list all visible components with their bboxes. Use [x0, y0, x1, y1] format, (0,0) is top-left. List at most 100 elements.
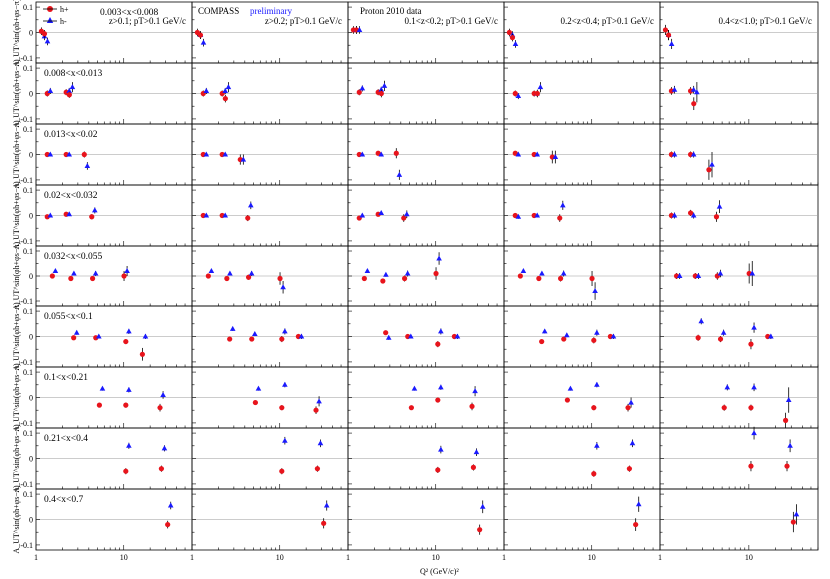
row-label: 0.02<x<0.032 — [44, 191, 98, 201]
point-h-minus — [69, 84, 76, 90]
point-h-plus — [245, 274, 252, 280]
point-h-plus — [717, 336, 724, 342]
point-h-plus — [589, 275, 595, 282]
y-tick-label: 0 — [29, 151, 33, 160]
point-h-minus — [751, 324, 757, 330]
panel-r6-c0: 0.1 0 -0.1A_UT^sin(φh+φs−π) 0.1<x<0.21 — [12, 363, 193, 432]
panel-r0-c3: 0.2<z<0.4; pT>0.1 GeV/c — [503, 1, 661, 64]
panel-r0-c4: 0.4<z<1.0; pT>0.1 GeV/c — [659, 1, 819, 64]
point-h-plus — [512, 212, 518, 219]
point-h-plus — [89, 214, 95, 220]
y-tick-label: 0.1 — [23, 247, 33, 256]
y-tick-label: 0 — [29, 516, 33, 525]
y-axis-label: A_UT^sin(φh+φs−π) — [12, 424, 21, 493]
point-h-minus — [594, 329, 600, 335]
x-tick-label: 1 — [34, 553, 38, 562]
point-h-plus — [375, 211, 381, 217]
point-h-minus — [203, 87, 210, 93]
y-axis-label: A_UT^sin(φh+φs−π) — [12, 181, 21, 250]
point-h-minus — [564, 332, 570, 338]
x-tick-label: 1 — [502, 553, 506, 562]
panel-r2-c4 — [659, 123, 819, 186]
panel-r1-c2 — [347, 62, 505, 125]
panel-r7-c1 — [191, 427, 349, 490]
point-h-minus — [520, 268, 527, 273]
panel-r3-c0: 0.1 0 -0.1A_UT^sin(φh+φs−π) 0.02<x<0.032 — [12, 181, 193, 250]
panel-r2-c3 — [503, 123, 661, 186]
y-tick-label: 0 — [29, 29, 33, 38]
point-h-plus — [748, 405, 754, 411]
y-tick-label: 0 — [29, 333, 33, 342]
point-h-minus — [724, 384, 731, 390]
point-h-minus — [720, 329, 727, 335]
preliminary-label: preliminary — [250, 6, 292, 16]
point-h-plus — [313, 407, 319, 413]
point-h-minus — [438, 384, 444, 390]
point-h-minus — [454, 333, 461, 339]
point-h-plus — [279, 336, 285, 342]
point-h-minus — [785, 397, 792, 403]
point-h-plus — [591, 471, 597, 477]
column-header: 0.4<z<1.0; pT>0.1 GeV/c — [719, 16, 812, 26]
panel-r3-c1 — [191, 184, 349, 247]
y-tick-label: 0 — [29, 272, 33, 281]
point-h-minus — [787, 442, 793, 448]
proton-data-label: Proton 2010 data — [360, 6, 422, 16]
panel-r4-c0: 0.1 0 -0.1A_UT^sin(φh+φs−π) 0.032<x<0.055 — [12, 242, 193, 310]
point-h-minus — [690, 86, 697, 92]
y-tick-label: -0.1 — [20, 297, 33, 306]
point-h-minus — [541, 328, 548, 334]
column-header: z>0.2; pT>0.1 GeV/c — [265, 16, 342, 26]
point-h-minus — [594, 442, 600, 448]
point-h-minus — [225, 84, 232, 90]
y-tick-label: 0.1 — [23, 186, 33, 195]
point-h-minus — [473, 449, 480, 455]
point-h-minus — [73, 329, 80, 335]
point-h-minus — [408, 333, 414, 339]
point-h-plus — [361, 275, 367, 282]
point-h-minus — [126, 442, 132, 448]
point-h-minus — [515, 213, 522, 219]
point-h-minus — [359, 151, 366, 157]
point-h-minus — [438, 446, 444, 452]
point-h-minus — [690, 151, 697, 157]
point-h-plus — [96, 402, 102, 408]
point-h-minus — [594, 381, 600, 387]
panel-r3-c3 — [503, 184, 661, 247]
x-tick-label: 1 — [658, 553, 662, 562]
panel-grid: 0.10-0.1A_UT^sin(φh+φs−π) z>0.1; pT>0.1 G… — [12, 0, 819, 562]
y-tick-label: 0.1 — [23, 3, 33, 12]
point-h-plus — [393, 150, 399, 156]
panel-r6-c4 — [659, 366, 819, 429]
point-h-minus — [356, 26, 363, 32]
y-tick-label: -0.1 — [20, 419, 33, 428]
point-h-minus — [749, 270, 756, 276]
point-h-minus — [99, 385, 106, 391]
panel-r5-c2 — [347, 305, 505, 368]
x-tick-label: 10 — [745, 553, 753, 562]
y-axis-label: A_UT^sin(φh+φs−π) — [12, 363, 21, 432]
point-h-minus — [404, 211, 410, 217]
point-h-plus — [81, 151, 87, 158]
point-h-plus — [435, 341, 441, 347]
point-h-minus — [142, 333, 149, 339]
point-h-minus — [282, 381, 288, 387]
point-h-minus — [378, 209, 385, 215]
panel-r5-c4 — [659, 305, 819, 368]
point-h-plus — [435, 397, 441, 403]
legend-label-h-plus: h+ — [60, 5, 69, 14]
point-h-plus — [380, 278, 386, 284]
compass-label: COMPASS — [198, 6, 239, 16]
y-tick-label: 0 — [29, 212, 33, 221]
point-h-minus — [671, 86, 678, 92]
panel-r2-c0: 0.1 0 -0.1A_UT^sin(φh+φs−π) 0.013<x<0.02 — [12, 120, 193, 189]
point-h-minus — [126, 386, 132, 392]
point-h-plus — [564, 397, 570, 403]
panel-r7-c3 — [503, 427, 661, 490]
point-h-plus — [687, 88, 694, 94]
point-h-plus — [536, 275, 542, 282]
panel-r3-c4 — [659, 184, 819, 247]
point-h-minus — [695, 273, 702, 278]
column-header: z>0.1; pT>0.1 GeV/c — [109, 16, 186, 26]
point-h-minus — [385, 334, 392, 340]
